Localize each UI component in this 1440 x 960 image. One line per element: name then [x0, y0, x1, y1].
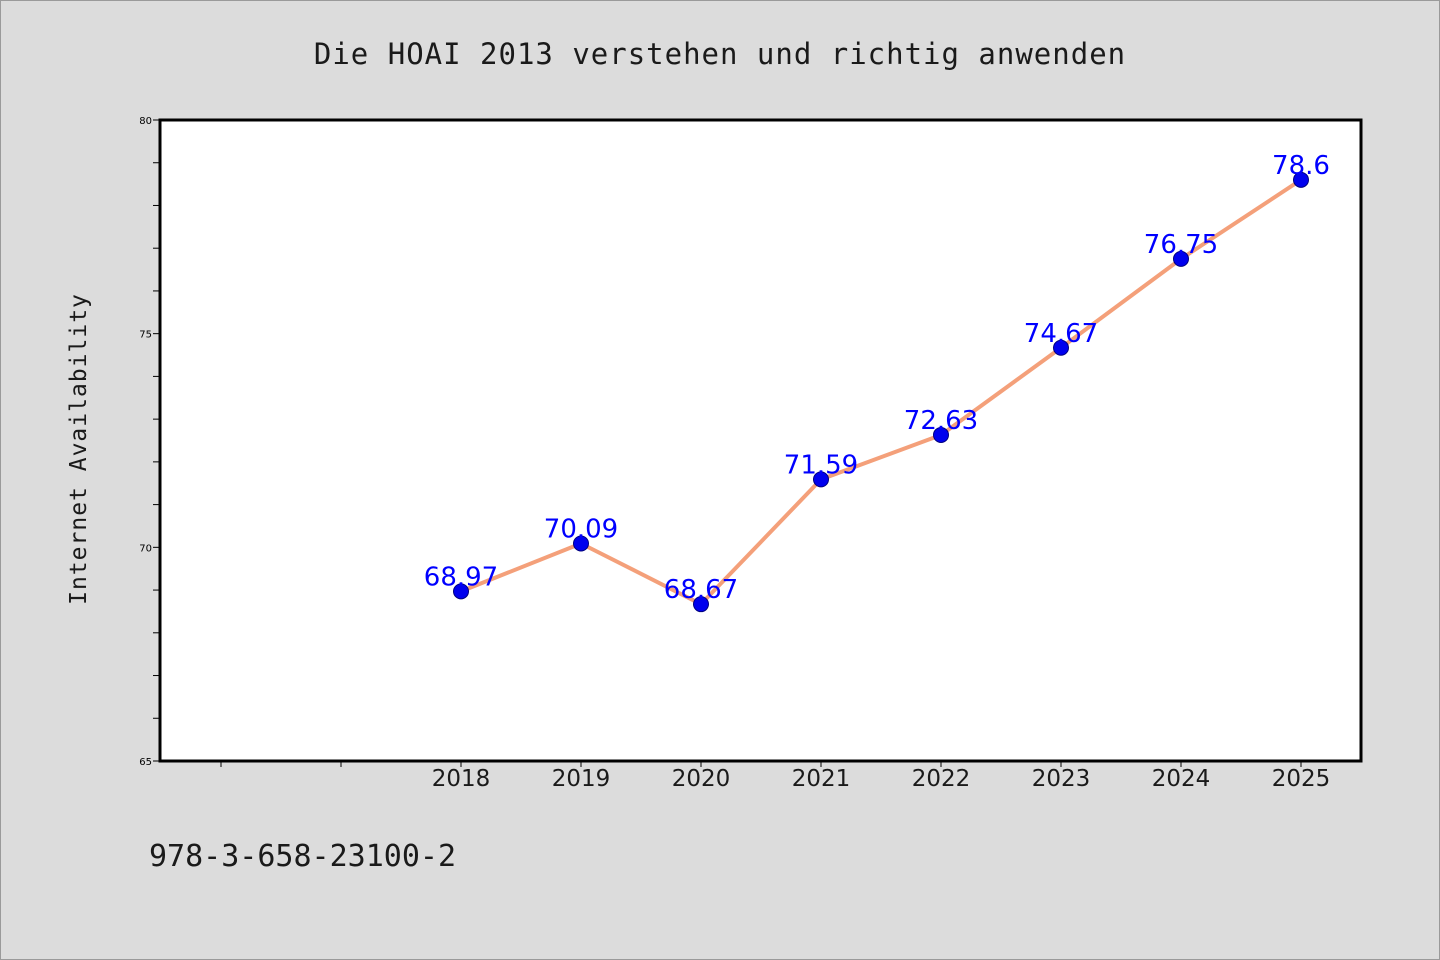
data-label: 68.67	[664, 575, 738, 605]
series-line-layer	[460, 178, 1303, 607]
y-tick-label: 70	[139, 543, 152, 554]
data-label: 78.6	[1272, 151, 1330, 181]
footer-isbn-text: 978-3-658-23100-2	[149, 839, 456, 874]
x-tick-label: 2024	[1152, 766, 1211, 792]
y-axis-label: Internet Availability	[66, 293, 92, 605]
data-point	[693, 596, 709, 613]
x-tick-label: 2023	[1032, 766, 1091, 792]
axis-ticks: 65 70 75 80 2018 2019 2020 2021 2022 2023 2024 2025	[139, 116, 1330, 792]
data-point	[1053, 339, 1069, 356]
data-labels-layer: 68.97 70.09 68.67 71.59 72.63 74.67 76.75 78.6	[424, 151, 1330, 605]
chart-title: Die HOAI 2013 verstehen und richtig anwe…	[314, 37, 1126, 71]
x-tick-label: 2020	[672, 766, 731, 792]
data-label: 74.67	[1024, 319, 1098, 349]
data-label: 70.09	[544, 514, 618, 544]
y-tick-label: 75	[139, 330, 152, 341]
data-label: 68.97	[424, 562, 498, 592]
data-point	[453, 583, 469, 600]
data-point	[933, 426, 949, 443]
y-tick-label: 80	[139, 116, 152, 127]
data-point	[1293, 171, 1309, 188]
x-tick-label: 2025	[1272, 766, 1331, 792]
x-tick-label: 2022	[912, 766, 971, 792]
data-label: 76.75	[1144, 230, 1218, 260]
data-points-layer	[453, 171, 1309, 613]
plot-area	[160, 120, 1361, 761]
plot-frame	[158, 118, 1363, 763]
data-point	[1173, 250, 1189, 267]
series-line	[460, 178, 1303, 607]
x-tick-label: 2021	[792, 766, 851, 792]
data-label: 72.63	[904, 406, 978, 436]
data-point	[573, 535, 589, 552]
x-tick-label: 2018	[432, 766, 491, 792]
data-point	[813, 471, 829, 488]
x-tick-label: 2019	[552, 766, 611, 792]
y-tick-label: 65	[139, 757, 152, 768]
data-label: 71.59	[784, 450, 858, 480]
